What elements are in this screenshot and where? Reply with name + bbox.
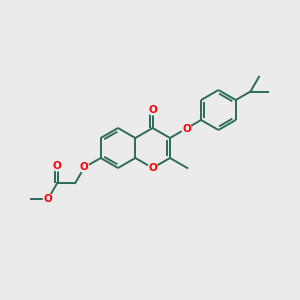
Circle shape	[182, 124, 191, 133]
Text: O: O	[182, 124, 191, 134]
Circle shape	[148, 105, 158, 115]
Text: O: O	[80, 163, 88, 172]
Text: O: O	[53, 161, 62, 171]
Text: O: O	[148, 163, 157, 173]
Circle shape	[52, 161, 62, 171]
Text: O: O	[148, 105, 157, 115]
Circle shape	[148, 163, 158, 173]
Circle shape	[44, 194, 53, 203]
Text: O: O	[44, 194, 52, 204]
Circle shape	[80, 163, 89, 172]
